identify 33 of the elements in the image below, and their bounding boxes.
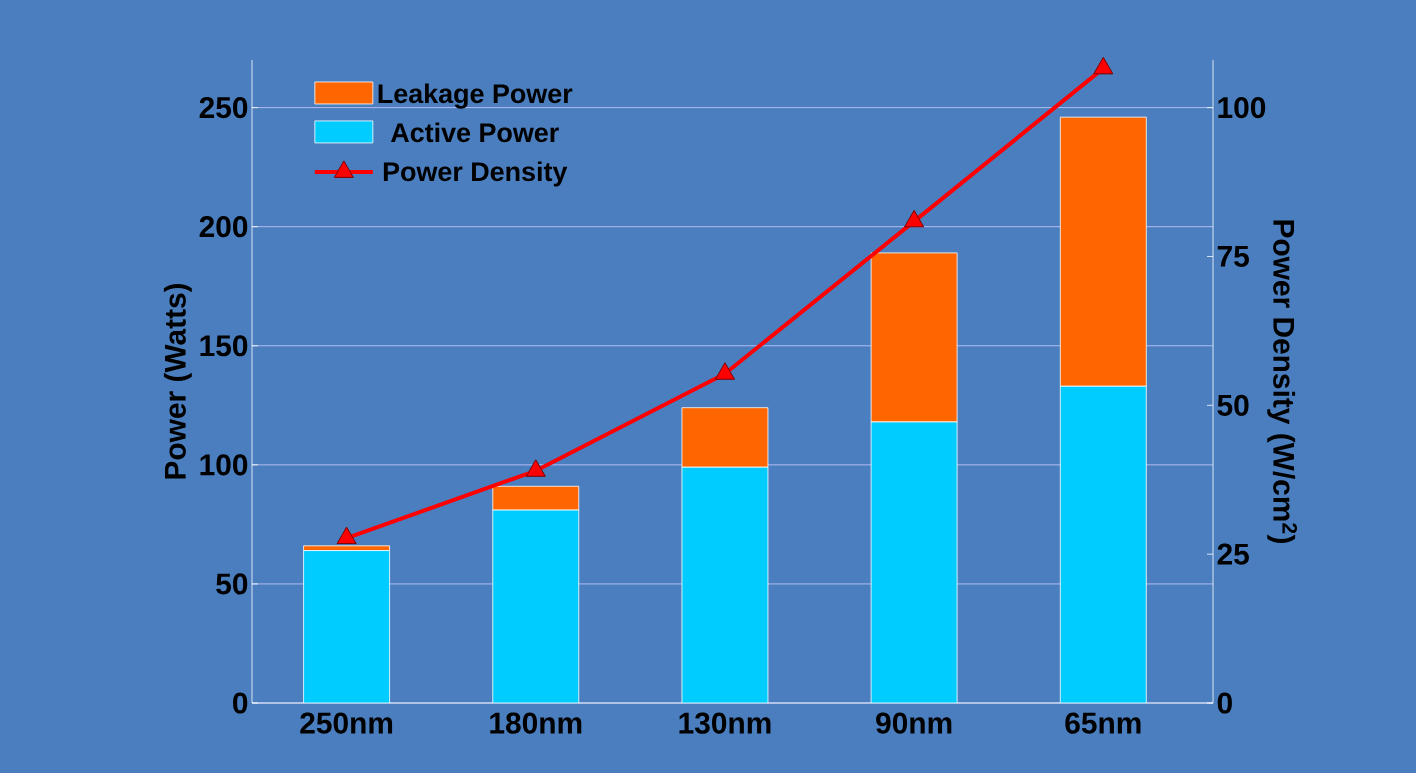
y2-tick-label: 0	[1217, 692, 1232, 714]
y-axis-title: Power (Watts)	[163, 283, 192, 479]
legend-label: Leakage Power	[378, 83, 573, 109]
bar	[871, 421, 958, 703]
y-tick-label: 0	[233, 692, 248, 714]
y2-tick-label: 100	[1218, 97, 1266, 119]
y-tick-label: 50	[216, 573, 248, 595]
bar	[681, 407, 769, 468]
y2-tick-label: 25	[1217, 543, 1249, 565]
bar	[492, 510, 579, 703]
point	[714, 362, 735, 380]
point	[336, 526, 357, 545]
point	[904, 209, 925, 228]
y-tick-label: 200	[199, 216, 248, 238]
y2-tick-label: 75	[1217, 246, 1249, 267]
x-tick-label: 180nm	[490, 712, 582, 734]
y-tick-label: 250	[199, 97, 248, 119]
point	[525, 459, 546, 477]
legend-label: Active Power	[390, 122, 559, 143]
x-tick-label: 130nm	[679, 712, 771, 734]
point	[1093, 56, 1114, 75]
y-tick-label: 150	[200, 335, 248, 357]
y-tick-label: 100	[200, 454, 248, 476]
bar	[303, 550, 390, 703]
y2-axis-title: Power Density (W/cm$^{2}$)	[1267, 220, 1298, 544]
x-tick-label: 90nm	[876, 712, 952, 734]
legend-label: Power Density	[383, 161, 568, 187]
x-tick-label: 65nm	[1065, 712, 1141, 734]
x-tick-label: 250nm	[300, 712, 393, 734]
bar	[1059, 385, 1147, 703]
y2-tick-label: 50	[1217, 394, 1249, 416]
bar	[492, 485, 580, 511]
bar	[681, 467, 768, 703]
